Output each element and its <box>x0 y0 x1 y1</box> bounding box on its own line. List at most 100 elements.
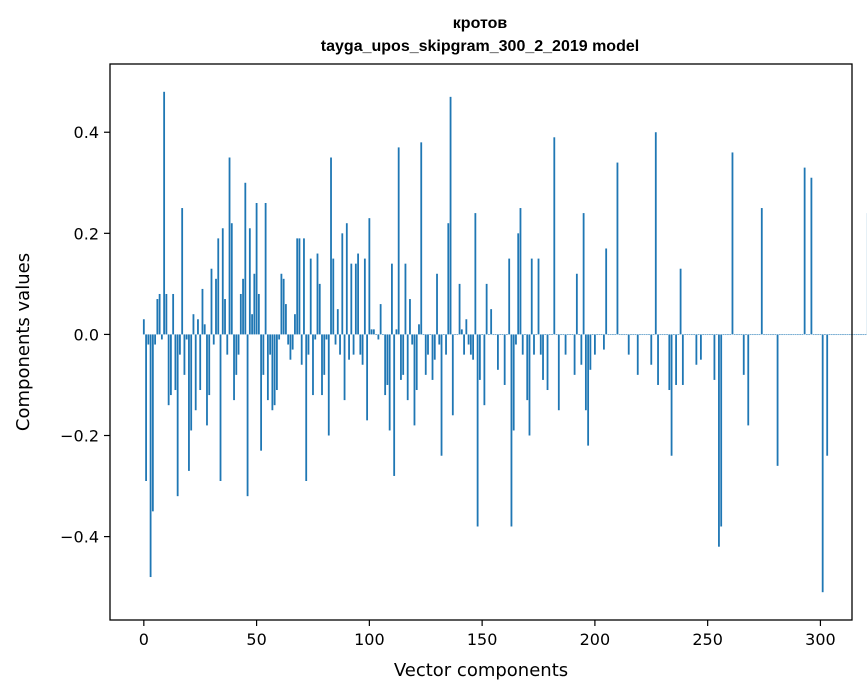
bar-136 <box>449 96 452 335</box>
bar-318 <box>860 334 862 336</box>
bar-155 <box>492 334 495 336</box>
bar-148 <box>476 334 479 527</box>
bar-2 <box>147 334 150 345</box>
x-tick-label: 150 <box>467 630 498 649</box>
x-tick-label: 250 <box>692 630 723 649</box>
bar-224 <box>648 334 650 336</box>
bar-176 <box>539 334 542 355</box>
bar-138 <box>454 334 456 336</box>
bar-180 <box>548 334 551 336</box>
bar-168 <box>521 334 524 355</box>
bar-96 <box>359 334 362 355</box>
bar-77 <box>316 253 319 335</box>
bar-201 <box>596 334 599 336</box>
bar-35 <box>221 228 224 335</box>
bar-154 <box>490 309 493 335</box>
bar-82 <box>327 334 330 436</box>
bar-5 <box>154 334 157 345</box>
bar-69 <box>298 238 301 335</box>
bar-58 <box>273 334 276 406</box>
bar-289 <box>794 334 797 336</box>
chart-title-line1: кротов <box>453 15 508 32</box>
bar-262 <box>733 334 736 336</box>
bar-94 <box>354 263 357 335</box>
bar-185 <box>560 334 562 336</box>
bar-205 <box>605 248 608 335</box>
bar-195 <box>582 213 585 335</box>
bar-260 <box>729 334 732 336</box>
bar-299 <box>817 334 820 336</box>
bar-153 <box>487 334 490 336</box>
bar-288 <box>792 334 795 336</box>
bar-232 <box>666 334 668 336</box>
bar-11 <box>167 334 170 406</box>
bar-230 <box>661 334 664 336</box>
x-tick-label: 200 <box>580 630 611 649</box>
bar-74 <box>309 258 312 335</box>
bar-161 <box>506 334 508 336</box>
bar-207 <box>609 334 612 336</box>
bar-254 <box>715 334 718 336</box>
bar-256 <box>720 334 723 527</box>
bar-312 <box>846 334 849 336</box>
bar-105 <box>379 304 382 335</box>
bar-19 <box>185 334 188 340</box>
bar-175 <box>537 258 540 335</box>
bar-86 <box>336 309 339 335</box>
bar-162 <box>508 258 511 335</box>
bar-47 <box>248 228 251 335</box>
bar-71 <box>303 238 305 335</box>
bar-70 <box>300 334 303 365</box>
bar-194 <box>580 334 583 365</box>
bar-179 <box>546 334 549 391</box>
bar-159 <box>501 334 504 336</box>
bar-48 <box>251 314 253 335</box>
bar-123 <box>420 142 423 335</box>
bar-320 <box>864 334 867 336</box>
bar-315 <box>853 334 856 336</box>
bar-130 <box>436 273 438 335</box>
bar-37 <box>226 334 229 355</box>
bar-27 <box>203 324 206 335</box>
bar-210 <box>616 162 619 335</box>
bar-212 <box>621 334 623 336</box>
bar-44 <box>242 278 244 335</box>
bar-245 <box>695 334 698 365</box>
bar-209 <box>614 334 617 336</box>
bar-75 <box>312 334 314 396</box>
bar-171 <box>528 334 531 436</box>
bar-68 <box>296 238 299 335</box>
bar-57 <box>271 334 274 411</box>
bar-244 <box>693 334 696 336</box>
plot-frame <box>109 63 853 621</box>
bar-227 <box>654 132 657 335</box>
bar-239 <box>681 334 684 385</box>
bar-268 <box>747 334 750 426</box>
bar-310 <box>842 334 844 336</box>
bar-173 <box>533 334 535 355</box>
bar-279 <box>772 334 774 336</box>
bar-178 <box>544 334 547 336</box>
bar-1 <box>145 334 147 481</box>
bar-66 <box>291 334 294 350</box>
bar-234 <box>670 334 673 456</box>
bar-39 <box>230 223 233 335</box>
bar-145 <box>469 334 472 355</box>
bar-101 <box>370 329 373 335</box>
bar-140 <box>458 283 461 335</box>
bar-274 <box>760 208 763 335</box>
y-tick-label: −0.2 <box>60 427 99 446</box>
bar-191 <box>573 334 576 375</box>
bar-231 <box>663 334 666 336</box>
bar-253 <box>713 334 716 380</box>
bar-196 <box>584 334 587 411</box>
bar-167 <box>519 208 522 335</box>
bar-9 <box>163 91 166 335</box>
bar-53 <box>262 334 265 375</box>
bar-78 <box>318 283 321 335</box>
bar-156 <box>494 334 497 336</box>
bar-93 <box>352 334 355 355</box>
bar-206 <box>607 334 610 336</box>
